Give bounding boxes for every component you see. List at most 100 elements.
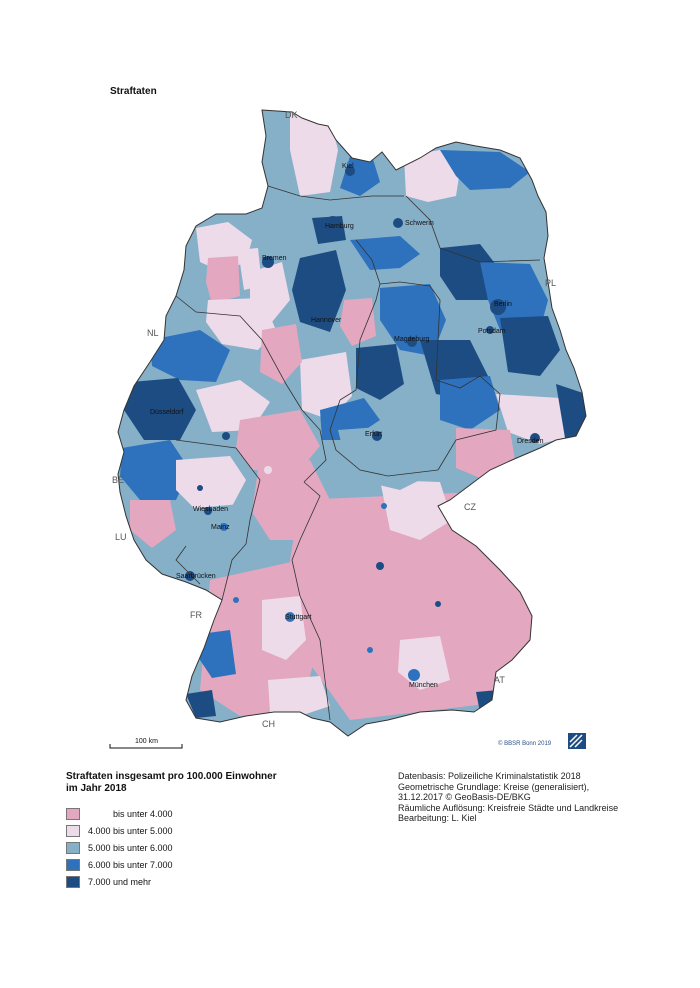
- bbsr-credit: © BBSR Bonn 2019: [498, 741, 552, 747]
- state-border-sh: [267, 185, 404, 201]
- district-region-hannover: [292, 250, 346, 332]
- label-country-be: BE: [112, 475, 124, 485]
- city-area-berlin: [490, 299, 506, 315]
- district-nordfriesland: [290, 112, 338, 196]
- city-area-mainz: [220, 523, 228, 531]
- legend-swatch: [66, 841, 80, 854]
- label-mainz: Mainz: [211, 524, 230, 531]
- city-area-bamberg: [381, 503, 387, 509]
- city-districts: [165, 166, 540, 681]
- city-area-stuttgart: [285, 612, 295, 622]
- state-border-th: [329, 399, 439, 477]
- city-area-wiesbaden: [204, 507, 212, 515]
- district-hessen-nord: [236, 410, 320, 470]
- scale-bar: 100 km: [109, 738, 183, 749]
- state-border-sn: [437, 375, 501, 471]
- district-westerwald: [176, 456, 246, 510]
- legend: bis unter 4.000 4.000 bis unter 5.000 5.…: [66, 805, 173, 890]
- label-stuttgart: Stuttgart: [285, 614, 312, 621]
- label-country-pl: PL: [545, 278, 556, 288]
- label-saarbruecken: Saarbrücken: [176, 573, 216, 580]
- district-ruhrgebiet: [124, 378, 196, 440]
- label-country-ch: CH: [262, 719, 275, 729]
- district-oberfranken: [380, 480, 452, 540]
- city-area-hannover: [318, 311, 332, 325]
- label-schwerin: Schwerin: [405, 220, 434, 227]
- state-border-mv: [405, 195, 541, 263]
- label-kiel: Kiel: [342, 163, 354, 170]
- state-border-bw-by: [291, 481, 331, 721]
- label-wiesbaden: Wiesbaden: [193, 506, 228, 513]
- district-choropleth: [118, 110, 586, 736]
- city-area-erfurt: [372, 431, 382, 441]
- label-country-lu: LU: [115, 532, 127, 542]
- legend-swatch: [66, 875, 80, 888]
- district-oder-spree: [500, 316, 560, 376]
- legend-title-line2: im Jahr 2018: [66, 783, 127, 794]
- source-notes: Datenbasis: Polizeiliche Kriminalstatist…: [398, 771, 618, 824]
- district-loerrach: [186, 690, 216, 718]
- state-borders: [175, 185, 541, 721]
- district-erzgebirge: [456, 428, 516, 478]
- label-dresden: Dresden: [517, 438, 544, 445]
- state-border-ns-east: [339, 239, 381, 401]
- legend-swatch: [66, 807, 80, 820]
- city-area-dresden: [530, 433, 540, 443]
- city-area-koeln: [222, 432, 230, 440]
- legend-swatch: [66, 824, 80, 837]
- label-duesseldorf: Düsseldorf: [150, 409, 184, 416]
- city-area-magdeburg: [407, 337, 417, 347]
- bbsr-logo-icon: [568, 733, 586, 749]
- city-area-potsdam: [486, 326, 494, 334]
- district-steinfurt: [206, 298, 276, 350]
- district-harz: [340, 298, 376, 346]
- district-vorpommern: [440, 150, 530, 190]
- label-erfurt: Erfurt: [365, 431, 382, 438]
- district-boerde: [380, 284, 446, 356]
- city-area-bremen: [262, 256, 274, 268]
- district-muenster-region: [150, 330, 230, 382]
- legend-item: 7.000 und mehr: [66, 873, 173, 890]
- legend-title: Straftaten insgesamt pro 100.000 Einwohn…: [66, 771, 326, 795]
- source-line: Datenbasis: Polizeiliche Kriminalstatist…: [398, 771, 581, 781]
- city-labels: Kiel Hamburg Schwerin Bremen Berlin Hann…: [150, 163, 544, 689]
- legend-label: 5.000 bis unter 6.000: [88, 842, 173, 853]
- legend-label: bis unter 4.000: [88, 808, 173, 819]
- district-lueneburg: [350, 236, 420, 270]
- district-oldenburg-land: [238, 248, 262, 290]
- city-area-saarbruecken: [185, 571, 195, 581]
- district-goerlitz: [556, 384, 586, 444]
- label-country-at: AT: [494, 675, 505, 685]
- state-border-nrw: [175, 295, 327, 483]
- source-line: Räumliche Auflösung: Kreisfreie Städte u…: [398, 802, 619, 813]
- label-hannover: Hannover: [311, 317, 342, 324]
- city-area-karlsruhe: [233, 597, 239, 603]
- district-leipzig: [440, 376, 500, 430]
- germany-map: Kiel Hamburg Schwerin Bremen Berlin Hann…: [109, 109, 587, 749]
- state-border-st: [379, 281, 481, 389]
- state-border-saar: [175, 545, 201, 585]
- district-berchtesgaden: [476, 690, 500, 722]
- source-line: Geometrische Grundlage: Kreise (generali…: [398, 781, 590, 792]
- legend-label: 7.000 und mehr: [88, 876, 152, 887]
- district-uckermark: [440, 244, 500, 300]
- map-title: Straftaten: [110, 86, 157, 97]
- district-cloppenburg: [206, 256, 240, 304]
- label-country-nl: NL: [147, 328, 159, 338]
- city-area-nuernberg: [376, 562, 384, 570]
- city-area-augsburg: [367, 647, 373, 653]
- district-vorpommern-west: [404, 150, 460, 202]
- legend-swatch: [66, 858, 80, 871]
- city-area-hamburg: [325, 216, 341, 232]
- legend-title-line1: Straftaten insgesamt pro 100.000 Einwohn…: [66, 771, 277, 782]
- label-magdeburg: Magdeburg: [394, 336, 430, 343]
- label-country-cz: CZ: [464, 502, 476, 512]
- district-bautzen: [496, 394, 572, 444]
- legend-label: 4.000 bis unter 5.000: [88, 825, 173, 836]
- city-area-kiel: [345, 166, 355, 176]
- source-line: 31.12.2017 © GeoBasis-DE/BKG: [398, 792, 531, 802]
- label-country-fr: FR: [190, 610, 202, 620]
- district-aachen: [120, 440, 190, 500]
- country-labels: DK PL NL BE LU CZ FR AT CH: [112, 110, 556, 729]
- district-stuttgart-region: [262, 596, 306, 660]
